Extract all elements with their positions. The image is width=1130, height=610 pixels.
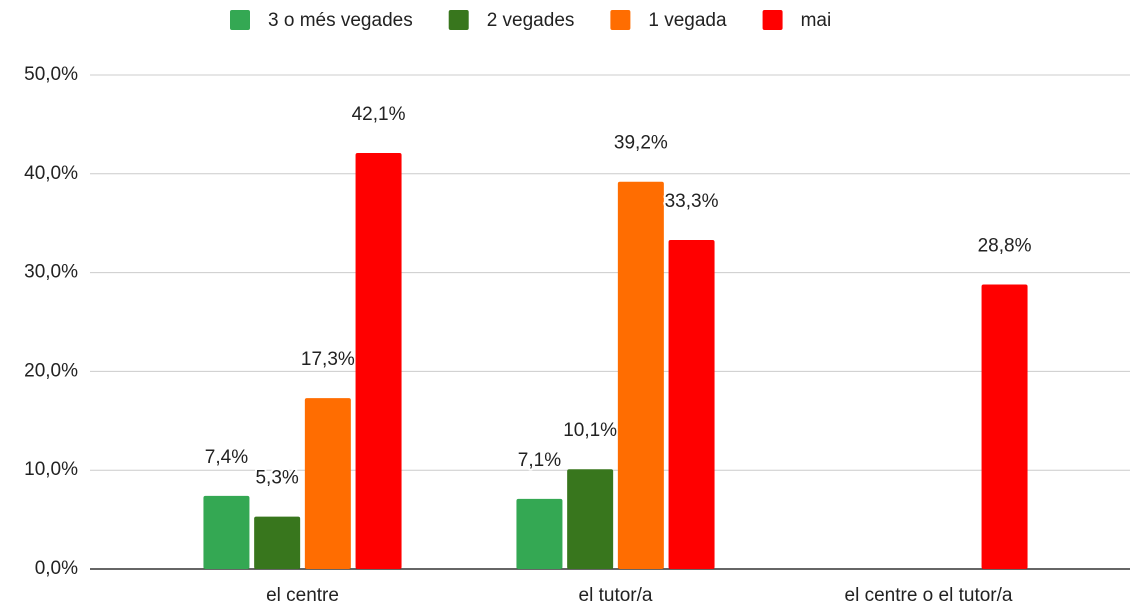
y-tick-label: 40,0%	[24, 163, 78, 184]
bar	[981, 284, 1028, 569]
legend-label: mai	[801, 10, 832, 31]
value-label: 39,2%	[614, 133, 668, 154]
bar	[254, 516, 301, 569]
value-label: 10,1%	[563, 420, 617, 441]
bar	[203, 495, 250, 569]
y-tick-label: 30,0%	[24, 262, 78, 283]
value-label: 42,1%	[352, 104, 406, 125]
y-tick-label: 10,0%	[24, 459, 78, 480]
bar	[516, 498, 563, 569]
bar	[304, 398, 351, 569]
bar	[668, 239, 715, 569]
x-tick-label: el centre	[266, 585, 339, 606]
x-tick-label: el centre o el tutor/a	[845, 585, 1013, 606]
x-tick-label: el tutor/a	[579, 585, 653, 606]
bar	[567, 469, 614, 569]
legend-swatch	[610, 10, 631, 30]
value-label: 5,3%	[255, 468, 298, 489]
legend-swatch	[448, 10, 469, 30]
value-label: 28,8%	[978, 235, 1032, 256]
legend-label: 1 vegada	[648, 10, 727, 31]
legend-label: 2 vegades	[487, 10, 575, 31]
y-tick-label: 50,0%	[24, 64, 78, 85]
value-label: 7,4%	[205, 447, 248, 468]
value-label: 17,3%	[301, 349, 355, 370]
legend-swatch	[230, 10, 250, 30]
legend-swatch	[762, 10, 783, 30]
y-tick-label: 0,0%	[35, 558, 78, 579]
bar	[617, 181, 664, 570]
bar	[355, 153, 402, 569]
y-tick-label: 20,0%	[24, 360, 78, 381]
value-label: 7,1%	[518, 450, 561, 471]
value-label: 33,3%	[665, 191, 719, 212]
legend-label: 3 o més vegades	[268, 10, 413, 31]
